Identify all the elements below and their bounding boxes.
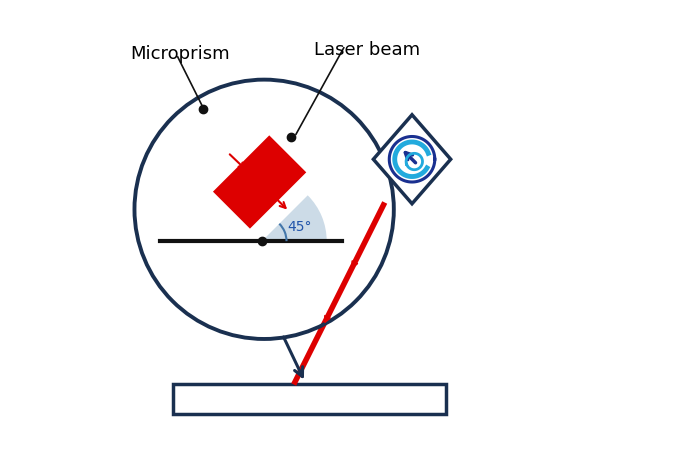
Wedge shape xyxy=(262,195,326,241)
Text: 45°: 45° xyxy=(287,220,311,234)
FancyBboxPatch shape xyxy=(173,384,446,414)
Polygon shape xyxy=(213,135,306,229)
Text: Laser beam: Laser beam xyxy=(314,40,420,59)
Polygon shape xyxy=(374,115,451,204)
Text: Microprism: Microprism xyxy=(130,45,229,63)
